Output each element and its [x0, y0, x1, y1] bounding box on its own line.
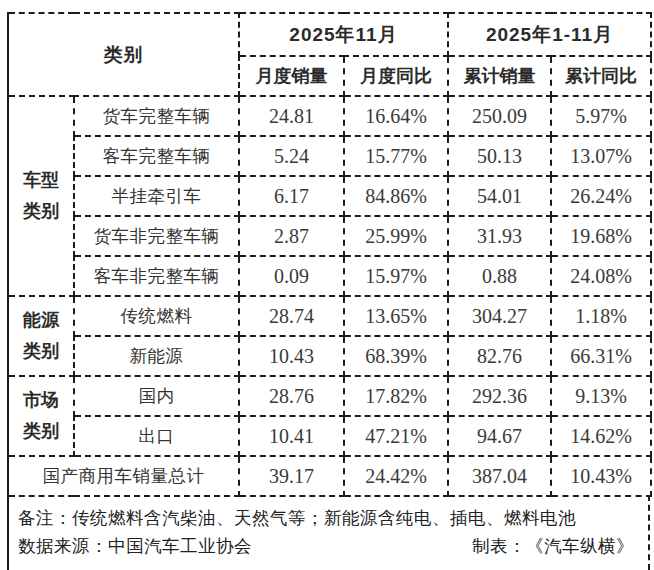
cell-cumulative-yoy: 66.31% — [551, 336, 651, 376]
row-label: 半挂牵引车 — [74, 176, 239, 216]
table-row: 客车完整车辆 5.24 15.77% 50.13 13.07% — [8, 136, 651, 176]
cell-cumulative-sales: 94.67 — [448, 416, 551, 456]
cell-cumulative-yoy: 10.43% — [551, 456, 651, 496]
total-row: 国产商用车销量总计 39.17 24.42% 387.04 10.43% — [8, 456, 651, 496]
footnote-source-row: 数据来源：中国汽车工业协会 制表：《汽车纵横》 — [18, 532, 634, 560]
table-row: 出口 10.41 47.21% 94.67 14.62% — [8, 416, 651, 456]
cell-monthly-yoy: 16.64% — [344, 96, 448, 136]
header-period-month: 2025年11月 — [239, 13, 448, 56]
table-row: 能源类别 传统燃料 28.74 13.65% 304.27 1.18% — [8, 296, 651, 336]
cell-cumulative-yoy: 5.97% — [551, 96, 651, 136]
table-row: 车型类别 货车完整车辆 24.81 16.64% 250.09 5.97% — [8, 96, 651, 136]
header-category: 类别 — [8, 13, 239, 96]
footnote-source: 数据来源：中国汽车工业协会 — [18, 532, 252, 560]
footnote-note: 备注：传统燃料含汽柴油、天然气等；新能源含纯电、插电、燃料电池 — [18, 504, 634, 532]
table-row: 半挂牵引车 6.17 84.86% 54.01 26.24% — [8, 176, 651, 216]
cell-cumulative-sales: 82.76 — [448, 336, 551, 376]
cell-cumulative-yoy: 19.68% — [551, 216, 651, 256]
cell-monthly-sales: 6.17 — [239, 176, 344, 216]
cell-monthly-yoy: 84.86% — [344, 176, 448, 216]
cell-cumulative-sales: 0.88 — [448, 256, 551, 296]
group-energy-type: 能源类别 — [8, 296, 74, 376]
cell-cumulative-sales: 50.13 — [448, 136, 551, 176]
cell-cumulative-yoy: 1.18% — [551, 296, 651, 336]
row-label: 客车完整车辆 — [74, 136, 239, 176]
cell-monthly-yoy: 25.99% — [344, 216, 448, 256]
header-period-ytd: 2025年1-11月 — [448, 13, 651, 56]
cell-monthly-sales: 28.76 — [239, 376, 344, 416]
cell-cumulative-sales: 304.27 — [448, 296, 551, 336]
commercial-vehicle-sales-report: 类别 2025年11月 2025年1-11月 月度销量 月度同比 累计销量 累计… — [0, 0, 654, 570]
cell-cumulative-yoy: 13.07% — [551, 136, 651, 176]
header-cumulative-sales: 累计销量 — [448, 56, 551, 96]
row-label: 新能源 — [74, 336, 239, 376]
cell-monthly-yoy: 13.65% — [344, 296, 448, 336]
row-label: 国内 — [74, 376, 239, 416]
cell-monthly-sales: 24.81 — [239, 96, 344, 136]
table-row: 新能源 10.43 68.39% 82.76 66.31% — [8, 336, 651, 376]
cell-cumulative-yoy: 24.08% — [551, 256, 651, 296]
cell-monthly-yoy: 17.82% — [344, 376, 448, 416]
row-label: 货车完整车辆 — [74, 96, 239, 136]
cell-monthly-sales: 2.87 — [239, 216, 344, 256]
header-monthly-yoy: 月度同比 — [344, 56, 448, 96]
cell-cumulative-sales: 387.04 — [448, 456, 551, 496]
cell-cumulative-sales: 250.09 — [448, 96, 551, 136]
header-monthly-sales: 月度销量 — [239, 56, 344, 96]
header-cumulative-yoy: 累计同比 — [551, 56, 651, 96]
cell-cumulative-yoy: 14.62% — [551, 416, 651, 456]
cell-monthly-sales: 0.09 — [239, 256, 344, 296]
footnote-producer: 制表：《汽车纵横》 — [472, 532, 634, 560]
cell-monthly-yoy: 15.97% — [344, 256, 448, 296]
group-vehicle-type: 车型类别 — [8, 96, 74, 296]
cell-cumulative-yoy: 26.24% — [551, 176, 651, 216]
group-market-type: 市场类别 — [8, 376, 74, 456]
row-label: 客车非完整车辆 — [74, 256, 239, 296]
row-label: 传统燃料 — [74, 296, 239, 336]
table-row: 客车非完整车辆 0.09 15.97% 0.88 24.08% — [8, 256, 651, 296]
cell-monthly-sales: 39.17 — [239, 456, 344, 496]
total-label: 国产商用车销量总计 — [8, 456, 239, 496]
cell-cumulative-sales: 54.01 — [448, 176, 551, 216]
cell-monthly-sales: 5.24 — [239, 136, 344, 176]
table-footnotes: 备注：传统燃料含汽柴油、天然气等；新能源含纯电、插电、燃料电池 数据来源：中国汽… — [7, 495, 650, 570]
sales-table: 类别 2025年11月 2025年1-11月 月度销量 月度同比 累计销量 累计… — [7, 12, 652, 497]
group-label: 车型类别 — [20, 165, 61, 226]
group-label: 市场类别 — [20, 385, 61, 446]
row-label: 出口 — [74, 416, 239, 456]
cell-monthly-yoy: 47.21% — [344, 416, 448, 456]
group-label: 能源类别 — [20, 305, 61, 366]
cell-monthly-yoy: 68.39% — [344, 336, 448, 376]
cell-monthly-sales: 10.43 — [239, 336, 344, 376]
cell-monthly-sales: 28.74 — [239, 296, 344, 336]
row-label: 货车非完整车辆 — [74, 216, 239, 256]
cell-cumulative-yoy: 9.13% — [551, 376, 651, 416]
cell-cumulative-sales: 31.93 — [448, 216, 551, 256]
cell-monthly-yoy: 15.77% — [344, 136, 448, 176]
cell-cumulative-sales: 292.36 — [448, 376, 551, 416]
cell-monthly-sales: 10.41 — [239, 416, 344, 456]
table-row: 市场类别 国内 28.76 17.82% 292.36 9.13% — [8, 376, 651, 416]
table-row: 货车非完整车辆 2.87 25.99% 31.93 19.68% — [8, 216, 651, 256]
cell-monthly-yoy: 24.42% — [344, 456, 448, 496]
